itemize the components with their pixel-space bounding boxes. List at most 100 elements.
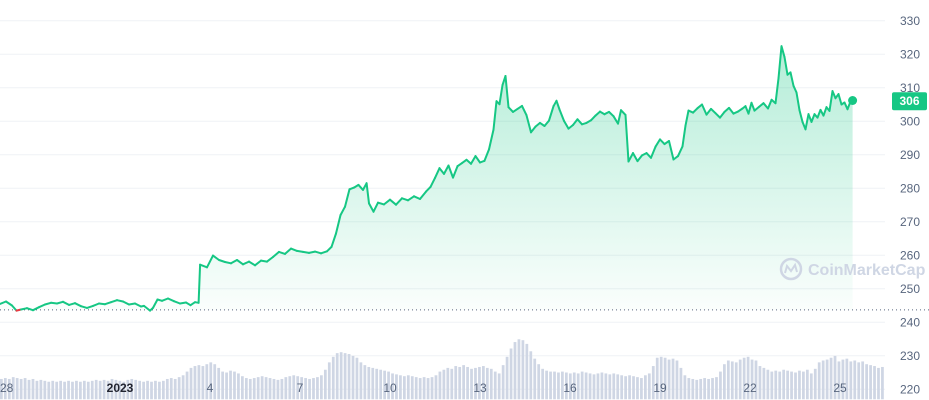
price-segment: [365, 182, 370, 205]
price-segment: [710, 107, 717, 115]
price-segment: [248, 260, 256, 267]
volume-bar: [418, 378, 422, 400]
x-tick-label: 4: [207, 381, 214, 395]
price-segment: [632, 152, 639, 163]
volume-bar: [881, 366, 884, 400]
volume-bar: [130, 378, 134, 400]
y-tick-label: 290: [900, 148, 920, 162]
price-segment: [792, 84, 798, 94]
y-tick-label: 270: [900, 215, 920, 229]
price-segment: [74, 302, 82, 308]
volume-bar: [51, 380, 55, 400]
price-segment: [357, 183, 364, 191]
price-segment: [572, 118, 579, 126]
volume-bar: [146, 380, 149, 400]
volume-bar: [23, 378, 27, 400]
price-segment: [837, 93, 843, 106]
volume-bar: [841, 359, 845, 400]
volume-bar: [663, 357, 667, 400]
volume-bar: [181, 375, 185, 400]
price-segment: [654, 138, 661, 148]
price-segment: [320, 250, 328, 255]
price-segment: [659, 138, 666, 146]
price-segment: [507, 106, 514, 113]
price-segment: [750, 101, 756, 112]
y-tick-label: 230: [900, 349, 920, 363]
volume-bar: [402, 376, 406, 400]
volume-bar: [825, 359, 829, 400]
price-segment: [104, 301, 112, 306]
price-segment: [681, 124, 687, 148]
volume-bar: [86, 381, 90, 400]
price-segment: [548, 105, 555, 122]
price-segment: [594, 110, 601, 117]
volume-bar: [632, 376, 635, 400]
price-segment: [368, 202, 375, 213]
volume-bar: [564, 372, 568, 400]
price-segment: [627, 152, 634, 163]
price-segment: [152, 298, 159, 309]
volume-bar: [426, 378, 430, 400]
volume-bar: [786, 370, 789, 400]
price-segment: [199, 263, 208, 269]
price-segment: [723, 106, 730, 113]
price-segment: [167, 297, 175, 303]
price-segment: [774, 77, 780, 105]
volume-bar: [217, 367, 221, 400]
volume-bar: [734, 362, 738, 400]
volume-bar: [39, 379, 43, 400]
volume-bar: [746, 356, 750, 400]
volume-bar: [719, 371, 722, 400]
price-segment: [434, 167, 441, 179]
volume-bar: [165, 378, 169, 400]
volume-bar: [98, 380, 102, 400]
price-segment: [728, 106, 735, 115]
price-segment: [576, 118, 583, 126]
volume-bar: [308, 378, 311, 400]
volume-bar: [410, 376, 414, 400]
volume-bar: [367, 366, 371, 400]
volume-bar: [193, 366, 197, 400]
price-segment: [714, 112, 721, 119]
volume-bar: [79, 381, 82, 400]
volume-bar: [588, 373, 592, 400]
price-segment: [443, 164, 450, 175]
y-tick-label: 310: [900, 81, 920, 95]
volume-bar: [331, 356, 335, 400]
volume-bar: [521, 340, 525, 400]
volume-bar: [260, 376, 264, 400]
volume-bar: [241, 376, 244, 400]
volume-bar: [802, 371, 805, 400]
volume-bar: [375, 368, 379, 400]
volume-bar: [561, 371, 564, 400]
volume-bar: [679, 367, 683, 400]
volume-bar: [434, 375, 438, 400]
y-tick-label: 240: [900, 315, 920, 329]
price-segment: [122, 300, 130, 306]
price-segment: [116, 299, 124, 303]
price-segment: [804, 113, 810, 131]
volume-bar: [537, 364, 541, 400]
volume-bar: [406, 375, 410, 400]
volume-bar: [774, 370, 778, 400]
volume-bar: [63, 381, 66, 400]
price-segment: [498, 84, 504, 106]
price-segment: [798, 109, 804, 123]
volume-bar: [118, 380, 122, 400]
price-area-fill: [0, 46, 853, 310]
volume-bar: [620, 375, 624, 400]
volume-bar: [482, 366, 485, 400]
price-segment: [20, 307, 28, 311]
volume-bar: [454, 366, 458, 400]
price-segment: [413, 195, 421, 200]
volume-bar: [726, 360, 730, 400]
volume-bar: [655, 357, 659, 400]
price-segment: [308, 250, 316, 254]
volume-bar: [244, 378, 248, 400]
volume-bar: [557, 372, 560, 400]
watermark-text: CoinMarketCap: [808, 262, 926, 279]
price-segment: [650, 145, 657, 159]
volume-bar: [304, 378, 307, 400]
volume-bar: [90, 380, 94, 400]
